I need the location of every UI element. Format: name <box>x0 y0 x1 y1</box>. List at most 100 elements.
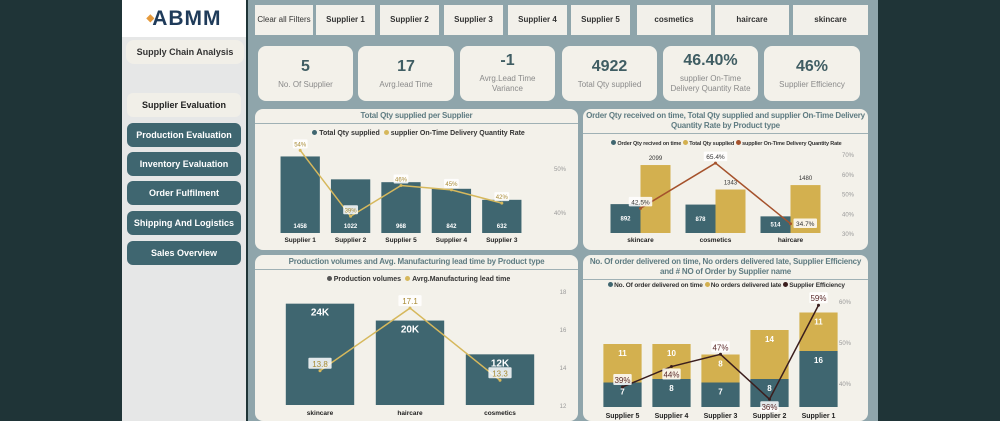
line-data-label: 42% <box>496 195 509 201</box>
line-data-label: 13.8 <box>312 360 328 369</box>
bar-label: 514 <box>770 223 781 229</box>
nav-sales-overview[interactable]: Sales Overview <box>127 241 241 265</box>
legend: Order Qty recived on time Total Qty suppl… <box>583 140 868 147</box>
kpi-card: 17 Avrg.lead Time <box>358 46 454 101</box>
line-data-label: 59% <box>810 294 826 303</box>
y2-tick-label: 40% <box>839 382 852 388</box>
chart-production-volumes: Production volumes and Avg. Manufacturin… <box>255 255 578 421</box>
chart-svg: 12 14 16 18 24K skincare 20K haircare 12K cosmeti… <box>285 290 567 417</box>
bar-label: 632 <box>497 224 508 230</box>
data-label-box <box>393 174 409 184</box>
legend-item: supplier On-Time Delivery Quantity Rate <box>742 141 842 147</box>
kpi-label: Avrg.Lead Time Variance <box>479 74 536 93</box>
logo-text: ABMM <box>152 6 222 30</box>
line-data-label: 34.7% <box>796 221 815 228</box>
kpi-card: -1 Avrg.Lead Time Variance <box>460 46 555 101</box>
kpi-value: 46.40% <box>683 52 738 69</box>
legend: Total Qty supplied supplier On-Time Deliv… <box>255 130 578 137</box>
filter-skincare[interactable]: skincare <box>793 5 868 35</box>
line-data-label: 39% <box>345 208 358 214</box>
category-label: Supplier 4 <box>436 237 468 244</box>
line-data-label: 65.4% <box>706 154 725 161</box>
legend-item: Production volumes <box>333 276 402 283</box>
nav-supplier-evaluation[interactable]: Supplier Evaluation <box>127 93 241 117</box>
y2-tick-label: 40% <box>554 211 567 217</box>
nav-production-evaluation[interactable]: Production Evaluation <box>127 123 241 147</box>
legend-item: Total Qty supplied <box>689 141 735 147</box>
bar-label: 1343 <box>724 181 738 187</box>
line-data-label: 42.5% <box>631 199 650 206</box>
line-point <box>498 378 502 382</box>
legend-item: supplier On-Time Delivery Quantity Rate <box>390 130 525 137</box>
line-point <box>817 303 820 307</box>
y2-tick-label: 12 <box>560 404 567 410</box>
nav-inventory-evaluation[interactable]: Inventory Evaluation <box>127 152 241 176</box>
data-label-box <box>703 151 728 162</box>
filter-supplier-4[interactable]: Supplier 4 <box>508 5 567 35</box>
filter-supplier-2[interactable]: Supplier 2 <box>380 5 439 35</box>
y2-tick-label: 60% <box>842 173 855 179</box>
data-label-box <box>662 368 681 380</box>
bar-label: 1480 <box>799 176 813 182</box>
category-label: skincare <box>307 410 334 417</box>
kpi-value: 4922 <box>591 58 628 75</box>
bar-label: 11 <box>618 349 627 358</box>
bar-label: 12K <box>491 358 510 369</box>
filter-haircare[interactable]: haircare <box>715 5 789 35</box>
bar-label: 2099 <box>649 156 663 162</box>
line-data-label: 17.1 <box>402 297 418 306</box>
line-point <box>714 161 717 165</box>
category-label: Supplier 4 <box>655 413 689 420</box>
category-label: cosmetics <box>484 410 516 417</box>
bar-label: 1458 <box>294 224 308 230</box>
kpi-value: 46% <box>795 58 829 75</box>
sidebar-title: Supply Chain Analysis <box>126 40 244 64</box>
bar-label: 842 <box>446 224 457 230</box>
line-point <box>449 188 453 192</box>
legend: No. Of order delivered on time No orders … <box>583 282 868 289</box>
data-label-box <box>398 295 422 307</box>
filter-cosmetics[interactable]: cosmetics <box>637 5 711 35</box>
category-label: Supplier 3 <box>704 413 738 420</box>
chart-svg: 30% 40% 50% 60% 70% 892 2099 skincare 878 1343 cos… <box>610 151 855 244</box>
line-point <box>298 148 302 152</box>
legend-item: Supplier Efficiency <box>789 282 845 289</box>
bar <box>610 204 641 233</box>
sidebar: ◆ ABMM Supply Chain Analysis Supplier Eva… <box>122 0 246 421</box>
legend: Production volumes Avrg.Manufacturing lea… <box>255 276 578 283</box>
legend-item: Avrg.Manufacturing lead time <box>412 276 511 283</box>
bar-label: 11 <box>814 318 823 327</box>
filter-supplier-1[interactable]: Supplier 1 <box>316 5 375 35</box>
y2-tick-label: 50% <box>842 193 855 199</box>
line-data-label: 45% <box>445 182 458 188</box>
kpi-card: 4922 Total Qty supplied <box>562 46 657 101</box>
bar <box>280 156 320 233</box>
logo: ◆ ABMM <box>122 0 246 37</box>
data-label-box <box>292 139 308 149</box>
legend-item: Total Qty supplied <box>319 130 380 137</box>
chart-orders-by-supplier: No. Of order delivered on time, No order… <box>583 255 868 421</box>
bar-label: 7 <box>718 388 723 397</box>
nav-shipping-logistics[interactable]: Shipping And Logistics <box>127 211 241 235</box>
line-point <box>349 214 353 218</box>
kpi-card: 46.40% supplier On-Time Delivery Quantity… <box>663 46 758 101</box>
line-point <box>399 184 403 188</box>
clear-filters-button[interactable]: Clear all Filters <box>255 5 313 35</box>
data-label-box <box>760 401 779 413</box>
bar <box>760 216 791 233</box>
category-label: Supplier 3 <box>486 237 518 244</box>
nav-order-fulfilment[interactable]: Order Fulfilment <box>127 181 241 205</box>
category-label: haircare <box>397 410 423 417</box>
kpi-label: No. Of Supplier <box>278 80 333 89</box>
data-label-box <box>711 341 730 353</box>
filter-supplier-5[interactable]: Supplier 5 <box>571 5 630 35</box>
category-label: Supplier 1 <box>802 413 836 420</box>
category-label: cosmetics <box>700 237 732 244</box>
line-point <box>408 306 412 310</box>
bar-segment <box>750 330 789 379</box>
bar-label: 1022 <box>344 224 358 230</box>
y2-tick-label: 60% <box>839 300 852 306</box>
filter-supplier-3[interactable]: Supplier 3 <box>444 5 503 35</box>
category-label: skincare <box>627 237 654 244</box>
bar-segment <box>652 379 691 407</box>
